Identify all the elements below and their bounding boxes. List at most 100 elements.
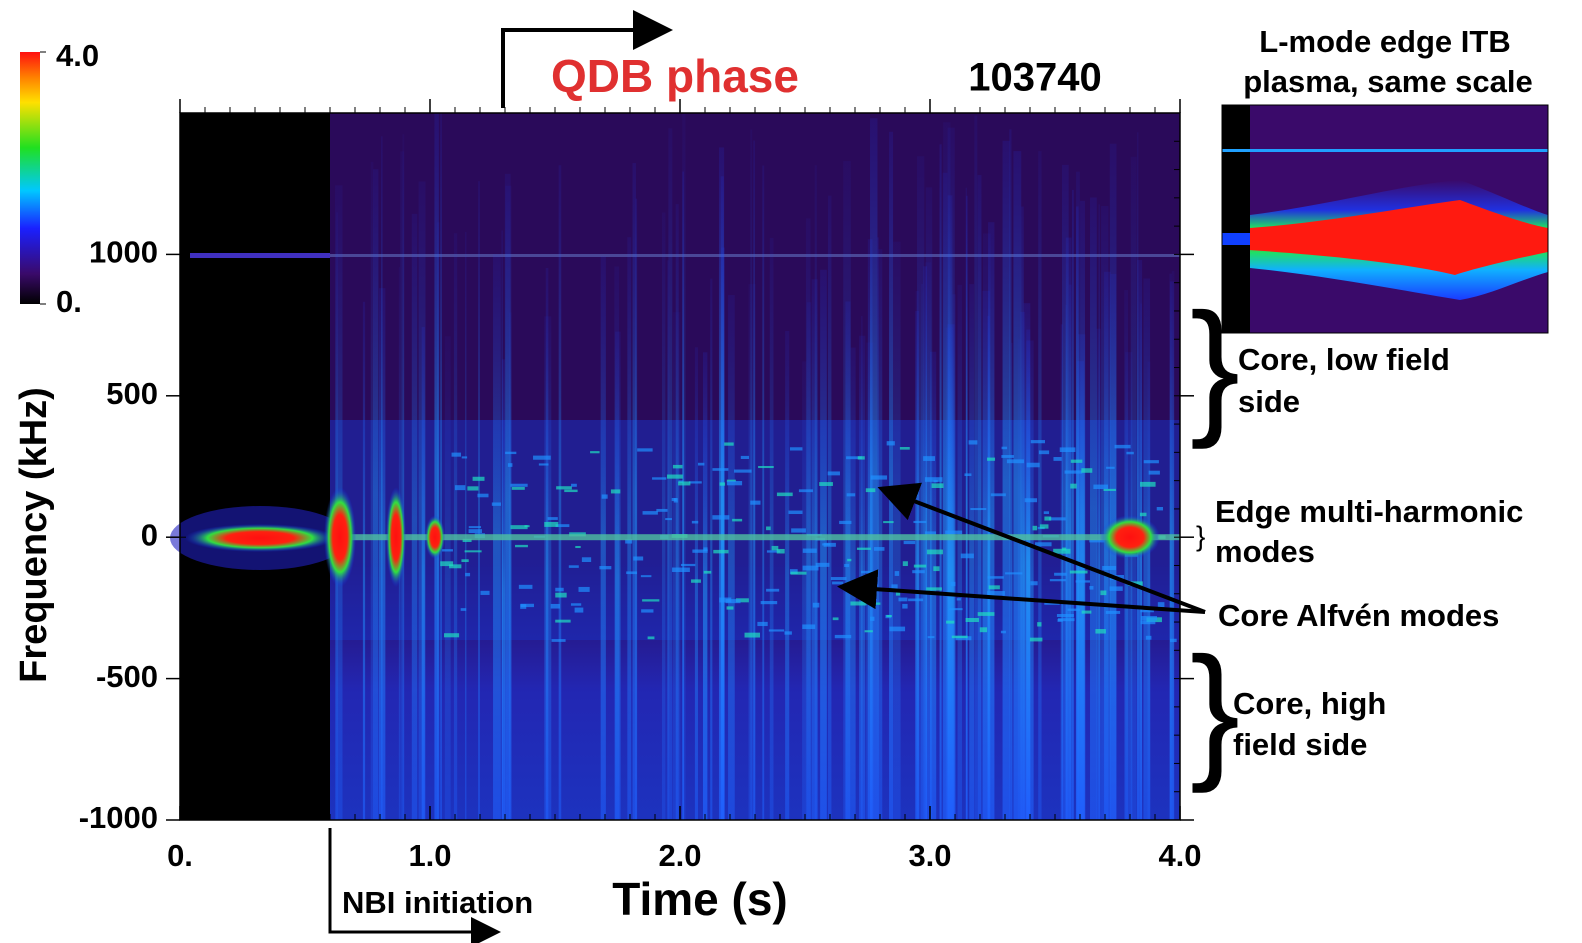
spectrogram-texture — [758, 465, 774, 469]
spectrogram-texture — [846, 493, 856, 497]
inset-texture — [1222, 233, 1250, 245]
spectrogram-texture — [850, 347, 856, 820]
annotation: Edge multi-harmonic — [1215, 494, 1523, 529]
spectrogram-texture — [520, 603, 534, 608]
spectrogram-texture — [421, 327, 425, 820]
spectrogram-texture — [444, 336, 451, 820]
spectrogram-texture — [642, 511, 658, 515]
spectrogram-texture — [830, 577, 847, 581]
spectrogram-texture — [505, 451, 517, 455]
spectrogram-texture — [1035, 542, 1052, 547]
brace: } — [1190, 626, 1240, 794]
annotation: modes — [1215, 534, 1315, 569]
spectrogram-texture — [844, 563, 850, 568]
shot-number: 103740 — [968, 56, 1101, 100]
spectrogram-texture — [1109, 586, 1123, 591]
spectrogram-texture — [568, 565, 579, 568]
spectrogram-texture — [726, 606, 734, 610]
spectrogram-texture — [827, 195, 832, 820]
spectrogram-texture — [726, 481, 743, 486]
spectrogram-texture — [564, 489, 578, 493]
x-tick-label: 0. — [167, 838, 193, 873]
spectrogram-texture — [834, 634, 852, 639]
spectrogram-texture — [1001, 455, 1014, 458]
spectrogram-texture — [987, 591, 1005, 596]
spectrogram-texture — [1143, 460, 1159, 464]
spectrogram-texture — [757, 621, 768, 627]
spectrogram-texture — [1057, 618, 1063, 622]
spectrogram-texture — [1044, 516, 1052, 521]
spectrogram-texture — [460, 608, 467, 611]
alfven-arrow — [837, 569, 1206, 614]
spectrogram-texture — [726, 479, 736, 482]
spectrogram-texture — [819, 482, 833, 486]
spectrogram-texture — [575, 545, 581, 549]
x-tick-label: 3.0 — [908, 838, 951, 873]
spectrogram-texture — [899, 447, 910, 450]
spectrogram-texture — [856, 547, 871, 550]
spectrogram-texture — [847, 558, 852, 562]
spectrogram-texture — [889, 626, 906, 632]
spectrogram-texture — [504, 173, 511, 820]
spectrogram-texture — [556, 486, 572, 490]
spectrogram-texture — [1026, 462, 1040, 468]
spectrogram — [170, 113, 1180, 821]
spectrogram-texture — [923, 456, 936, 461]
spectrogram-texture — [850, 601, 867, 606]
spectrogram-texture — [635, 198, 638, 820]
spectrogram-texture — [518, 584, 533, 589]
spectrogram-texture — [712, 515, 730, 520]
spectrogram-texture — [732, 518, 743, 522]
spectrogram-texture — [1125, 352, 1133, 820]
spectrogram-texture — [925, 531, 937, 535]
spectrogram-texture — [866, 342, 874, 820]
spectrogram-texture — [728, 295, 735, 820]
spectrogram-texture — [666, 474, 683, 479]
spectrogram-texture — [672, 464, 683, 469]
spectrogram-texture — [1067, 608, 1081, 611]
spectrogram-texture — [507, 463, 513, 467]
spectrogram-texture — [1139, 512, 1147, 517]
spectrogram-texture — [370, 161, 374, 820]
inset-texture — [1222, 105, 1250, 333]
spectrogram-texture — [902, 561, 908, 567]
spectrogram-texture — [672, 312, 681, 820]
spectrogram-texture — [776, 492, 793, 497]
spectrogram-texture — [857, 456, 865, 460]
spectrogram-texture — [988, 222, 995, 820]
spectrogram-texture — [440, 561, 454, 567]
spectrogram-texture — [815, 562, 830, 567]
spectrogram-texture — [846, 456, 862, 460]
spectrogram-texture — [802, 565, 819, 571]
spectrogram-texture — [688, 481, 702, 484]
spectrogram-texture — [915, 291, 919, 820]
spectrogram-texture — [491, 502, 502, 506]
spectrogram-texture — [1140, 481, 1156, 487]
spectrogram-texture — [411, 213, 418, 820]
spectrogram-texture — [1043, 511, 1050, 514]
spectrogram-texture — [641, 609, 654, 613]
brace: } — [1196, 520, 1205, 551]
spectrogram-texture — [1017, 339, 1021, 820]
spectrogram-texture — [324, 487, 356, 588]
spectrogram-texture — [1054, 572, 1067, 576]
spectrogram-texture — [1061, 164, 1069, 820]
spectrogram-texture — [1145, 635, 1152, 640]
spectrogram-texture — [895, 591, 901, 596]
spectrogram-texture — [1102, 565, 1117, 570]
spectrogram-texture — [893, 241, 901, 820]
spectrogram-texture — [766, 550, 781, 553]
spectrogram-texture — [988, 585, 1000, 590]
spectrogram-texture — [1002, 140, 1010, 820]
x-axis-label: Time (s) — [612, 873, 788, 925]
spectrogram-texture — [551, 639, 566, 642]
spectrogram-texture — [703, 547, 708, 552]
spectrogram-texture — [719, 482, 726, 486]
spectrogram-texture — [926, 549, 943, 555]
spectrogram-texture — [1114, 444, 1131, 449]
spectrogram-background — [190, 253, 330, 258]
spectrogram-texture — [1126, 451, 1134, 455]
spectrogram-texture — [1070, 483, 1077, 489]
spectrogram-texture — [894, 571, 900, 576]
